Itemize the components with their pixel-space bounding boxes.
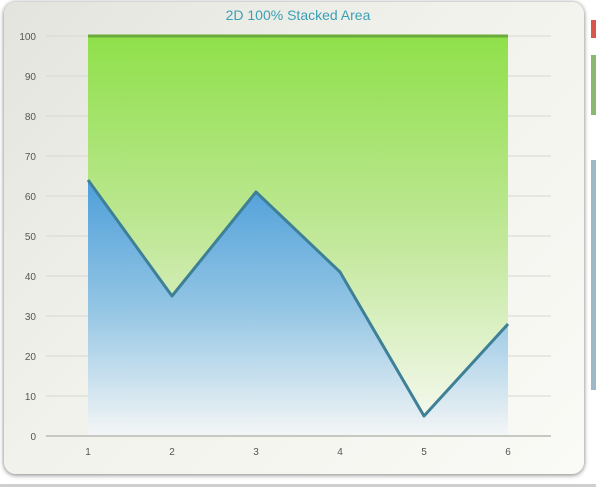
x-tick-label: 4: [337, 447, 343, 458]
series-area-1: [88, 180, 508, 436]
y-axis-tick-labels: 0 10 20 30 40 50 60 70 80 90 100: [19, 32, 36, 443]
chart-title: 2D 100% Stacked Area: [226, 7, 371, 23]
y-tick-label: 60: [25, 192, 37, 203]
edge-strip-blue: [591, 160, 596, 390]
x-tick-label: 6: [505, 447, 511, 458]
x-tick-label: 2: [169, 447, 175, 458]
y-tick-label: 20: [25, 352, 37, 363]
y-tick-label: 70: [25, 152, 37, 163]
y-tick-label: 90: [25, 72, 37, 83]
y-tick-label: 30: [25, 312, 37, 323]
x-tick-label: 1: [85, 447, 91, 458]
series-line-1: [86, 179, 510, 418]
x-axis-tick-labels: 1 2 3 4 5 6: [85, 447, 511, 458]
series-lines: [86, 34, 510, 418]
bottom-divider: [0, 484, 596, 487]
x-tick-label: 3: [253, 447, 259, 458]
series-area-2: [88, 36, 508, 416]
x-tick-label: 5: [421, 447, 427, 458]
y-tick-label: 80: [25, 112, 37, 123]
edge-strip-green: [591, 55, 596, 115]
y-tick-label: 100: [19, 32, 36, 43]
y-tick-label: 0: [30, 432, 36, 443]
y-tick-label: 40: [25, 272, 37, 283]
y-tick-label: 50: [25, 232, 37, 243]
edge-strip-red: [591, 20, 596, 38]
stacked-areas: [88, 36, 508, 436]
y-tick-label: 10: [25, 392, 37, 403]
